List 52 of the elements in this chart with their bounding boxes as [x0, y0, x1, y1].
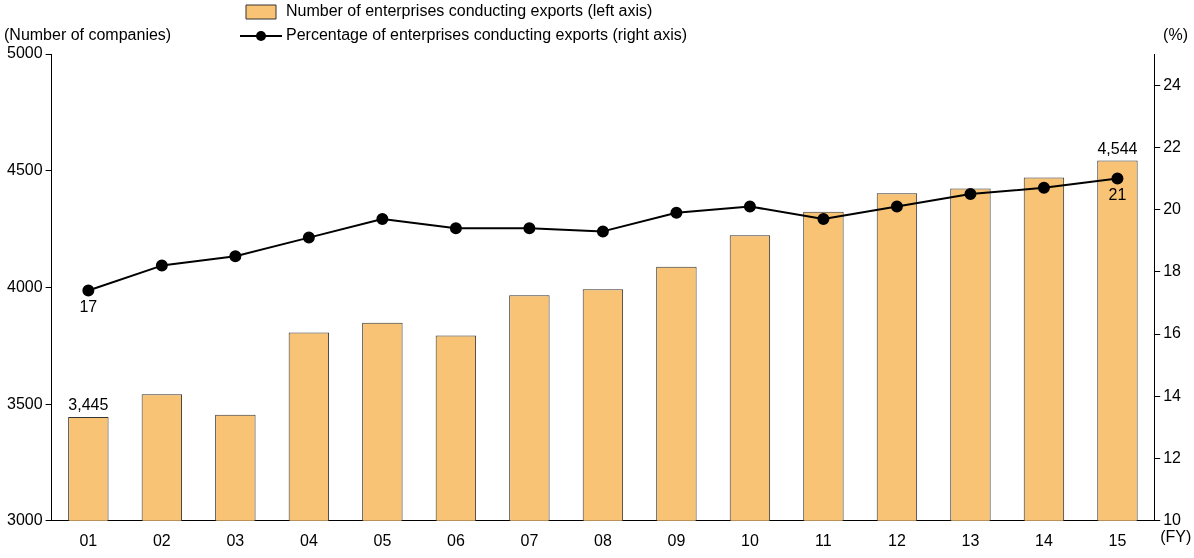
point — [596, 225, 609, 238]
y-tick-label: 4000 — [7, 277, 43, 295]
x-tick-label: 14 — [1035, 531, 1053, 549]
y2-tick-label: 24 — [1163, 75, 1182, 93]
point — [890, 200, 903, 213]
y2-tick-label: 10 — [1163, 511, 1182, 529]
x-tick-label: 04 — [299, 531, 318, 549]
y2-tick-label: 20 — [1163, 200, 1182, 218]
x-tick-label: 10 — [741, 531, 759, 549]
x-tick-label: 12 — [888, 531, 906, 549]
y-tick-label: 5000 — [7, 44, 43, 62]
point — [743, 200, 756, 213]
y2-tick-label: 14 — [1163, 386, 1182, 404]
x-tick-label: 03 — [226, 531, 245, 549]
x-tick-label: 06 — [446, 531, 465, 549]
data-label: 21 — [1108, 185, 1127, 203]
point — [376, 212, 389, 225]
x-axis-title: (FY) — [1160, 528, 1192, 546]
point — [1111, 172, 1124, 185]
y-tick-label: 3500 — [7, 394, 43, 412]
y2-tick-label: 12 — [1163, 448, 1182, 466]
x-tick-label: 11 — [815, 531, 832, 549]
legend-label: Percentage of enterprises conducting exports (right axis) — [286, 26, 688, 44]
y-tick-label: 4500 — [7, 161, 43, 179]
point — [82, 284, 95, 297]
data-label: 3,445 — [68, 396, 109, 414]
y2-tick-label: 18 — [1163, 262, 1182, 280]
point — [1037, 181, 1050, 194]
x-tick-label: 01 — [79, 531, 98, 549]
legend-label: Number of enterprises conducting exports (left axis) — [286, 2, 653, 20]
point — [523, 222, 536, 235]
point — [449, 222, 462, 235]
x-tick-label: 07 — [520, 531, 539, 549]
data-label: 17 — [79, 297, 98, 315]
x-tick-label: 15 — [1108, 531, 1127, 549]
y-axis-title: (Number of companies) — [4, 26, 172, 44]
point — [964, 188, 977, 201]
x-tick-label: 09 — [667, 531, 686, 549]
point — [670, 206, 683, 219]
y2-axis-title: (%) — [1163, 26, 1188, 44]
data-label: 4,544 — [1097, 139, 1138, 157]
x-tick-label: 13 — [961, 531, 980, 549]
y2-tick-label: 16 — [1163, 324, 1182, 342]
point — [155, 259, 168, 272]
point — [229, 250, 242, 263]
x-tick-label: 05 — [373, 531, 392, 549]
point — [817, 212, 830, 225]
y-tick-label: 3000 — [7, 511, 43, 529]
point — [302, 231, 315, 244]
x-tick-label: 02 — [152, 531, 171, 549]
x-tick-label: 08 — [594, 531, 612, 549]
y2-tick-label: 22 — [1163, 137, 1182, 155]
